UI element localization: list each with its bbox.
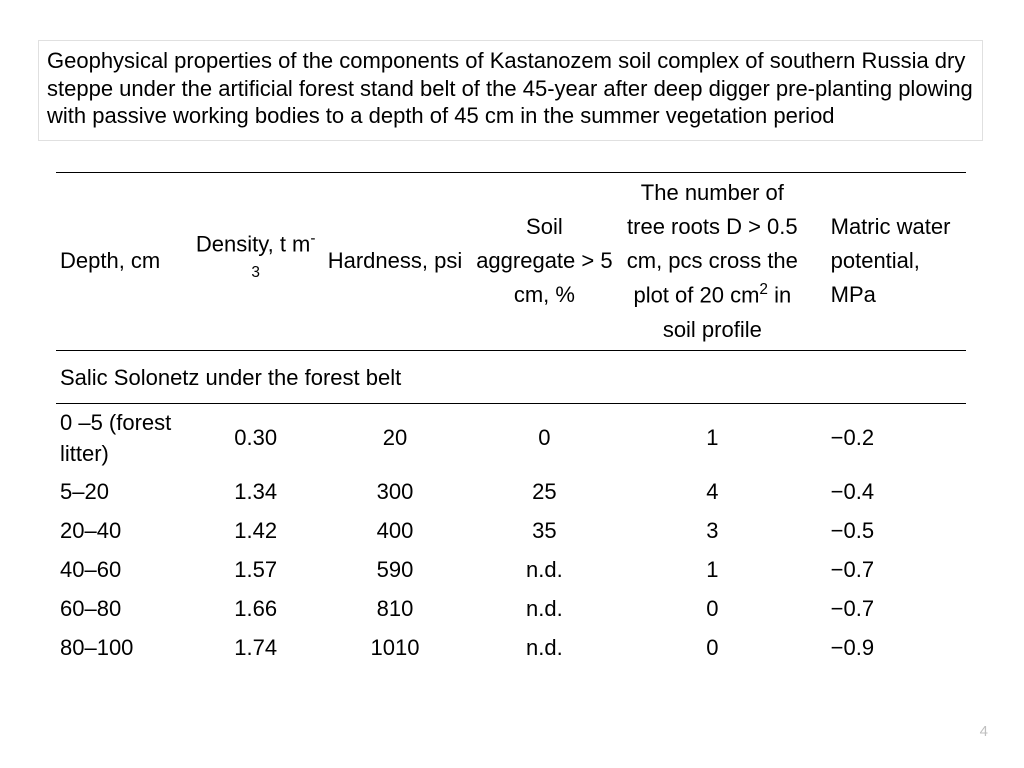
- table-header-row: Depth, cm Density, t m-3 Hardness, psi S…: [56, 173, 966, 351]
- cell-hardness: 590: [320, 551, 470, 590]
- cell-depth: 5–20: [56, 473, 191, 512]
- data-table-wrap: Depth, cm Density, t m-3 Hardness, psi S…: [56, 172, 966, 667]
- table-row: 80–100 1.74 1010 n.d. 0 −0.9: [56, 629, 966, 668]
- cell-depth: 40–60: [56, 551, 191, 590]
- cell-aggregate: 0: [470, 403, 619, 473]
- slide: Geophysical properties of the components…: [0, 0, 1024, 768]
- header-hardness: Hardness, psi: [320, 173, 470, 351]
- cell-roots: 4: [619, 473, 806, 512]
- header-density: Density, t m-3: [191, 173, 320, 351]
- cell-density: 0.30: [191, 403, 320, 473]
- cell-aggregate: 35: [470, 512, 619, 551]
- header-roots: The number of tree roots D > 0.5 cm, pcs…: [619, 173, 806, 351]
- cell-mwp: −0.4: [806, 473, 966, 512]
- cell-roots: 1: [619, 403, 806, 473]
- table-row: 20–40 1.42 400 35 3 −0.5: [56, 512, 966, 551]
- table-row: 40–60 1.57 590 n.d. 1 −0.7: [56, 551, 966, 590]
- header-density-text: Density, t m: [196, 231, 311, 256]
- cell-hardness: 400: [320, 512, 470, 551]
- cell-hardness: 20: [320, 403, 470, 473]
- cell-aggregate: n.d.: [470, 590, 619, 629]
- cell-mwp: −0.2: [806, 403, 966, 473]
- header-mwp: Matric water potential, MPa: [806, 173, 966, 351]
- cell-mwp: −0.7: [806, 590, 966, 629]
- cell-depth: 60–80: [56, 590, 191, 629]
- cell-hardness: 300: [320, 473, 470, 512]
- cell-aggregate: n.d.: [470, 629, 619, 668]
- cell-aggregate: n.d.: [470, 551, 619, 590]
- slide-title: Geophysical properties of the components…: [38, 40, 983, 141]
- cell-aggregate: 25: [470, 473, 619, 512]
- cell-mwp: −0.5: [806, 512, 966, 551]
- cell-density: 1.57: [191, 551, 320, 590]
- cell-density: 1.74: [191, 629, 320, 668]
- table-row: 60–80 1.66 810 n.d. 0 −0.7: [56, 590, 966, 629]
- cell-mwp: −0.9: [806, 629, 966, 668]
- cell-hardness: 810: [320, 590, 470, 629]
- cell-depth: 80–100: [56, 629, 191, 668]
- header-depth: Depth, cm: [56, 173, 191, 351]
- section-label: Salic Solonetz under the forest belt: [56, 350, 966, 403]
- cell-roots: 1: [619, 551, 806, 590]
- data-table: Depth, cm Density, t m-3 Hardness, psi S…: [56, 172, 966, 667]
- cell-depth: 20–40: [56, 512, 191, 551]
- cell-roots: 0: [619, 590, 806, 629]
- header-aggregate: Soil aggregate > 5 cm, %: [470, 173, 619, 351]
- cell-roots: 0: [619, 629, 806, 668]
- header-roots-sup: 2: [759, 281, 768, 298]
- cell-depth: 0 –5 (forest litter): [56, 403, 191, 473]
- table-row: 5–20 1.34 300 25 4 −0.4: [56, 473, 966, 512]
- cell-mwp: −0.7: [806, 551, 966, 590]
- table-row: 0 –5 (forest litter) 0.30 20 0 1 −0.2: [56, 403, 966, 473]
- cell-roots: 3: [619, 512, 806, 551]
- section-row: Salic Solonetz under the forest belt: [56, 350, 966, 403]
- cell-hardness: 1010: [320, 629, 470, 668]
- cell-density: 1.42: [191, 512, 320, 551]
- page-number: 4: [980, 723, 988, 740]
- cell-density: 1.66: [191, 590, 320, 629]
- cell-density: 1.34: [191, 473, 320, 512]
